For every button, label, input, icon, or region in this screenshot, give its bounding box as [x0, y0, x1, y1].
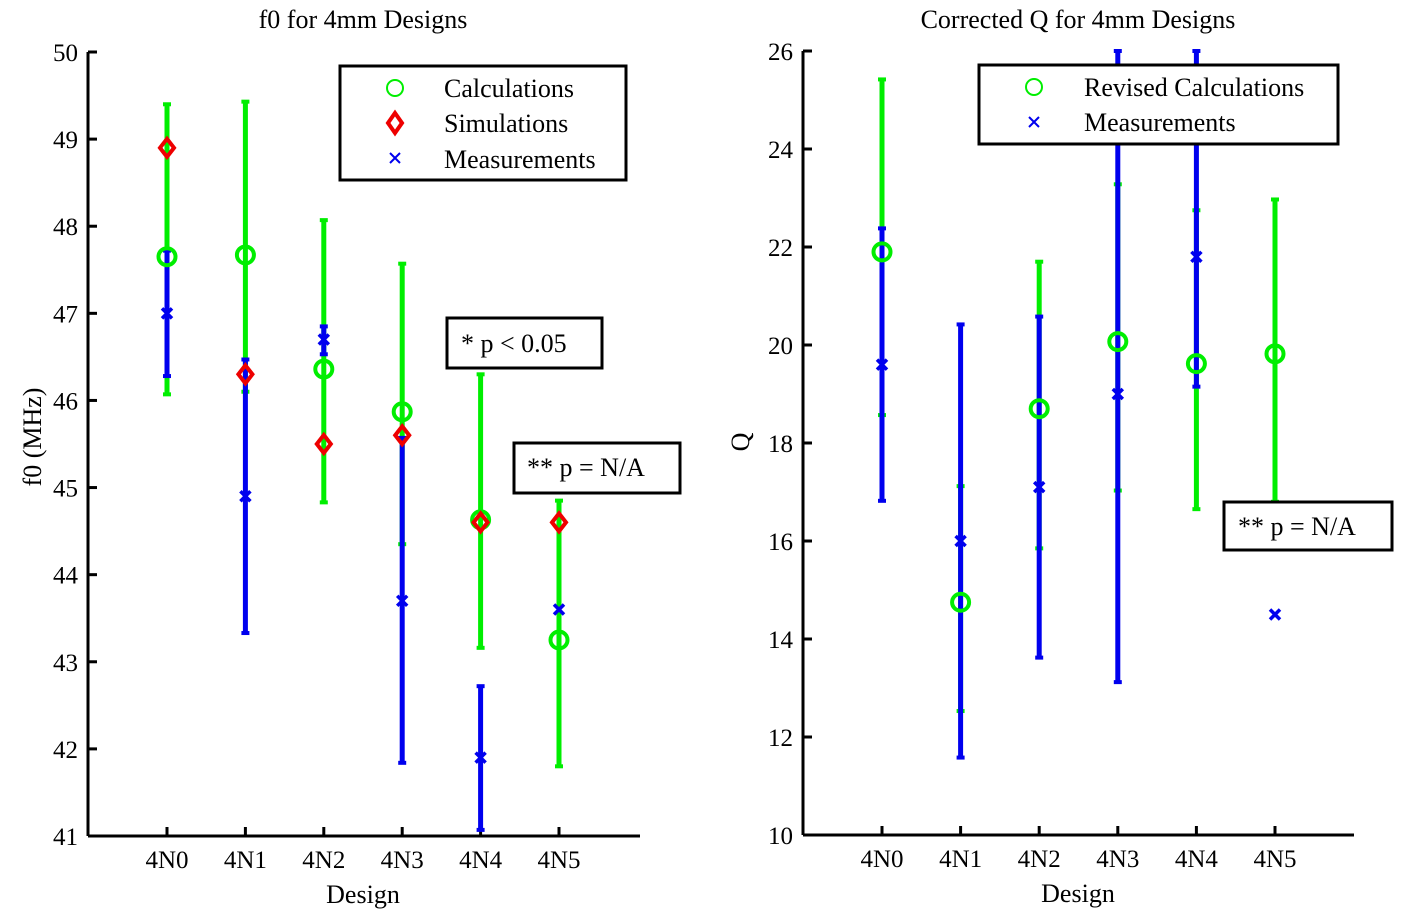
- data-point: [313, 358, 335, 380]
- data-point: [314, 431, 334, 457]
- x-tick-label: 4N5: [537, 847, 580, 874]
- x-tick-label: 4N4: [459, 847, 503, 874]
- x-tick-label: 4N2: [1018, 846, 1061, 873]
- y-tick-label: 14: [768, 627, 794, 654]
- y-tick-label: 16: [768, 529, 793, 556]
- y-tick-label: 10: [768, 823, 793, 850]
- data-point: [871, 241, 893, 263]
- data-point: [160, 307, 174, 320]
- data-point: [471, 510, 491, 535]
- data-point: [391, 401, 413, 423]
- data-point: [239, 490, 252, 503]
- data-point: [157, 135, 177, 161]
- annotation-box: [445, 316, 604, 370]
- annotation-text: * p < 0.05: [461, 329, 567, 358]
- data-point: [1264, 343, 1286, 365]
- y-tick-label: 45: [53, 476, 78, 503]
- data-point: [1268, 608, 1282, 621]
- y-tick-label: 50: [53, 40, 78, 67]
- y-tick-label: 47: [53, 301, 78, 328]
- y-tick-label: 22: [768, 235, 793, 262]
- annotation-box: [1222, 500, 1394, 552]
- x-tick-label: 4N4: [1175, 846, 1219, 873]
- legend-label-simulations: Simulations: [444, 109, 568, 138]
- data-marks: [871, 49, 1286, 760]
- y-tick-label: 41: [53, 824, 78, 851]
- y-tick-label: 48: [53, 214, 78, 241]
- data-point: [317, 333, 331, 346]
- x-tick-label: 4N0: [860, 846, 903, 873]
- data-point: [1190, 250, 1203, 264]
- x-tick-label: 4N3: [381, 847, 424, 874]
- data-point: [1185, 353, 1207, 375]
- y-tick-label: 24: [768, 137, 794, 164]
- data-point: [950, 591, 972, 613]
- y-tick-label: 43: [53, 650, 78, 677]
- axes: 41 42 43 44 45 46 47 48 49 50 4N0 4N1 4N2 4N3 4N4 4N5: [53, 40, 640, 874]
- data-point: [395, 594, 409, 608]
- data-point: [474, 751, 487, 764]
- annotation-box: [512, 441, 682, 495]
- data-point: [954, 534, 967, 548]
- legend-label-calculations: Calculations: [444, 74, 574, 103]
- data-point: [552, 603, 566, 616]
- legend-marker-measurements: [389, 152, 401, 164]
- x-tick-label: 4N0: [145, 847, 188, 874]
- y-axis-label: Q: [726, 432, 755, 451]
- y-tick-label: 46: [53, 388, 78, 415]
- annotation-text: ** p = N/A: [1238, 512, 1356, 541]
- legend-label-revised-calculations: Revised Calculations: [1084, 73, 1304, 102]
- x-axis-label: Design: [1041, 879, 1115, 908]
- annotation-p-na: ** p = N/A: [1222, 500, 1394, 552]
- legend-marker-simulations: [385, 109, 405, 137]
- legend-label-measurements: Measurements: [444, 145, 596, 174]
- legend-marker-revised-calculations: [1025, 78, 1043, 96]
- data-point: [156, 246, 178, 268]
- chart-title: f0 for 4mm Designs: [259, 5, 468, 34]
- data-point: [875, 358, 889, 371]
- y-tick-label: 20: [768, 333, 793, 360]
- x-tick-label: 4N2: [302, 847, 345, 874]
- legend: Revised Calculations Measurements: [977, 63, 1340, 146]
- axes: 10 12 14 16 18 20 22 24 26 4N0 4N1 4N2 4N3 4N4 4N5: [768, 39, 1354, 873]
- data-point: [392, 423, 412, 448]
- legend-box: [977, 63, 1340, 146]
- y-tick-label: 12: [768, 725, 793, 752]
- data-point: [1028, 398, 1050, 420]
- x-axis-label: Design: [326, 880, 400, 909]
- data-point: [549, 510, 569, 535]
- legend-marker-measurements: [1028, 116, 1040, 128]
- data-point: [1111, 387, 1125, 401]
- data-point: [235, 362, 255, 387]
- legend-label-measurements: Measurements: [1084, 108, 1236, 137]
- q-chart: Corrected Q for 4mm Designs Design Q 101…: [726, 5, 1394, 908]
- data-marks: [156, 99, 570, 832]
- annotation-p-na: ** p = N/A: [512, 441, 682, 495]
- annotation-p-005: * p < 0.05: [445, 316, 604, 370]
- data-point: [1032, 480, 1046, 494]
- chart-title: Corrected Q for 4mm Designs: [921, 5, 1236, 34]
- legend-marker-calculations: [386, 79, 404, 97]
- y-tick-label: 26: [768, 39, 793, 66]
- y-tick-label: 18: [768, 431, 793, 458]
- x-tick-label: 4N1: [224, 847, 267, 874]
- f0-chart: f0 for 4mm Designs Design f0 (MHz) 41424…: [18, 5, 682, 909]
- y-tick-label: 42: [53, 737, 78, 764]
- legend: Calculations Simulations Measurements: [338, 64, 628, 182]
- data-point: [234, 244, 256, 266]
- x-tick-label: 4N5: [1253, 846, 1296, 873]
- y-axis-label: f0 (MHz): [18, 388, 47, 487]
- annotation-text: ** p = N/A: [527, 453, 645, 482]
- data-point: [548, 629, 570, 651]
- data-point: [1107, 331, 1129, 353]
- x-tick-label: 4N3: [1096, 846, 1139, 873]
- y-tick-label: 44: [53, 563, 79, 590]
- x-tick-label: 4N1: [939, 846, 982, 873]
- y-tick-label: 49: [53, 127, 78, 154]
